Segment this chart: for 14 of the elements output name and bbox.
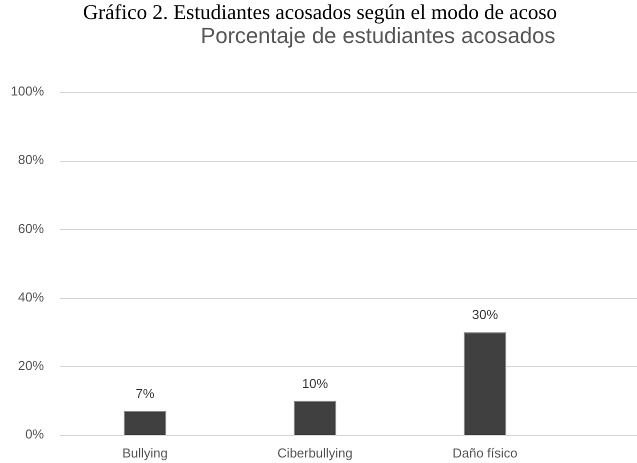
x-tick-label: Daño físico (452, 445, 518, 460)
y-tick-label: 60% (18, 220, 44, 236)
x-tick-label: Bullying (122, 445, 168, 460)
y-tick-label: 40% (18, 289, 44, 304)
y-tick-label: 100% (10, 84, 44, 99)
chart-title: Gráfico 2. Estudiantes acosados según el modo de acoso (82, 0, 558, 25)
data-label: 10% (302, 376, 328, 391)
y-tick-label: 80% (18, 152, 44, 168)
y-tick-label: 0% (25, 426, 44, 442)
x-tick-label: Ciberbullying (277, 445, 353, 460)
chart-subtitle: Porcentaje de estudiantes acosados (200, 23, 556, 49)
data-label: 7% (136, 386, 155, 402)
data-label: 30% (472, 307, 498, 322)
y-tick-label: 20% (18, 358, 44, 373)
